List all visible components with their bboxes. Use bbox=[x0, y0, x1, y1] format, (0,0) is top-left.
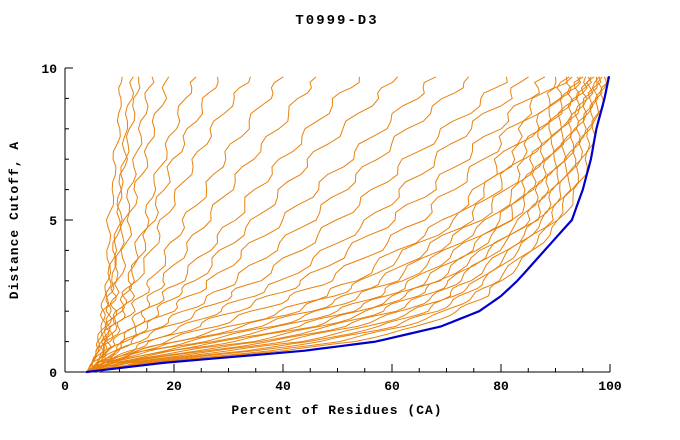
curve-model-06 bbox=[91, 76, 598, 373]
y-axis-label: Distance Cutoff, A bbox=[7, 141, 22, 299]
curve-model-05 bbox=[86, 76, 602, 373]
curve-model-31 bbox=[91, 76, 155, 373]
y-tick-label: 10 bbox=[41, 62, 57, 77]
model-curves bbox=[85, 76, 610, 374]
curve-model-27 bbox=[91, 76, 251, 373]
y-tick-label: 5 bbox=[49, 214, 57, 229]
curve-model-29 bbox=[97, 76, 197, 373]
curve-model-33 bbox=[97, 76, 135, 373]
curve-model-02 bbox=[91, 76, 607, 373]
curve-model-12 bbox=[97, 76, 581, 373]
curve-model-15 bbox=[86, 76, 570, 373]
curve-model-17 bbox=[91, 76, 557, 373]
axes: 0 20 40 60 80 100 0 5 10 bbox=[41, 62, 622, 394]
curve-model-23 bbox=[97, 76, 398, 373]
curve-model-28 bbox=[86, 76, 219, 373]
x-tick-label: 0 bbox=[61, 379, 69, 394]
curve-model-19 bbox=[97, 76, 529, 373]
x-tick-label: 20 bbox=[166, 379, 182, 394]
chart-title: T0999-D3 bbox=[295, 13, 378, 29]
curve-model-18 bbox=[86, 76, 546, 373]
curve-model-26 bbox=[86, 76, 284, 373]
curve-model-14 bbox=[91, 76, 573, 373]
curve-model-22 bbox=[86, 76, 437, 373]
x-tick-label: 60 bbox=[384, 379, 400, 394]
x-tick-label: 100 bbox=[598, 379, 622, 394]
curve-model-10 bbox=[91, 76, 588, 373]
y-tick-label: 0 bbox=[49, 366, 57, 381]
curve-model-25 bbox=[91, 76, 317, 373]
curve-model-09 bbox=[86, 76, 592, 373]
curve-model-16 bbox=[95, 76, 568, 373]
curve-model-21 bbox=[91, 76, 469, 373]
curve-model-03 bbox=[86, 76, 603, 373]
curve-model-04 bbox=[97, 76, 600, 373]
curve-model-07 bbox=[86, 76, 595, 373]
curve-reference-model bbox=[85, 76, 610, 374]
curve-model-34 bbox=[91, 76, 123, 373]
x-tick-label: 80 bbox=[493, 379, 509, 394]
curve-model-08 bbox=[97, 76, 592, 373]
curve-model-20 bbox=[86, 76, 508, 373]
x-axis-label: Percent of Residues (CA) bbox=[231, 403, 442, 418]
x-tick-label: 40 bbox=[275, 379, 291, 394]
